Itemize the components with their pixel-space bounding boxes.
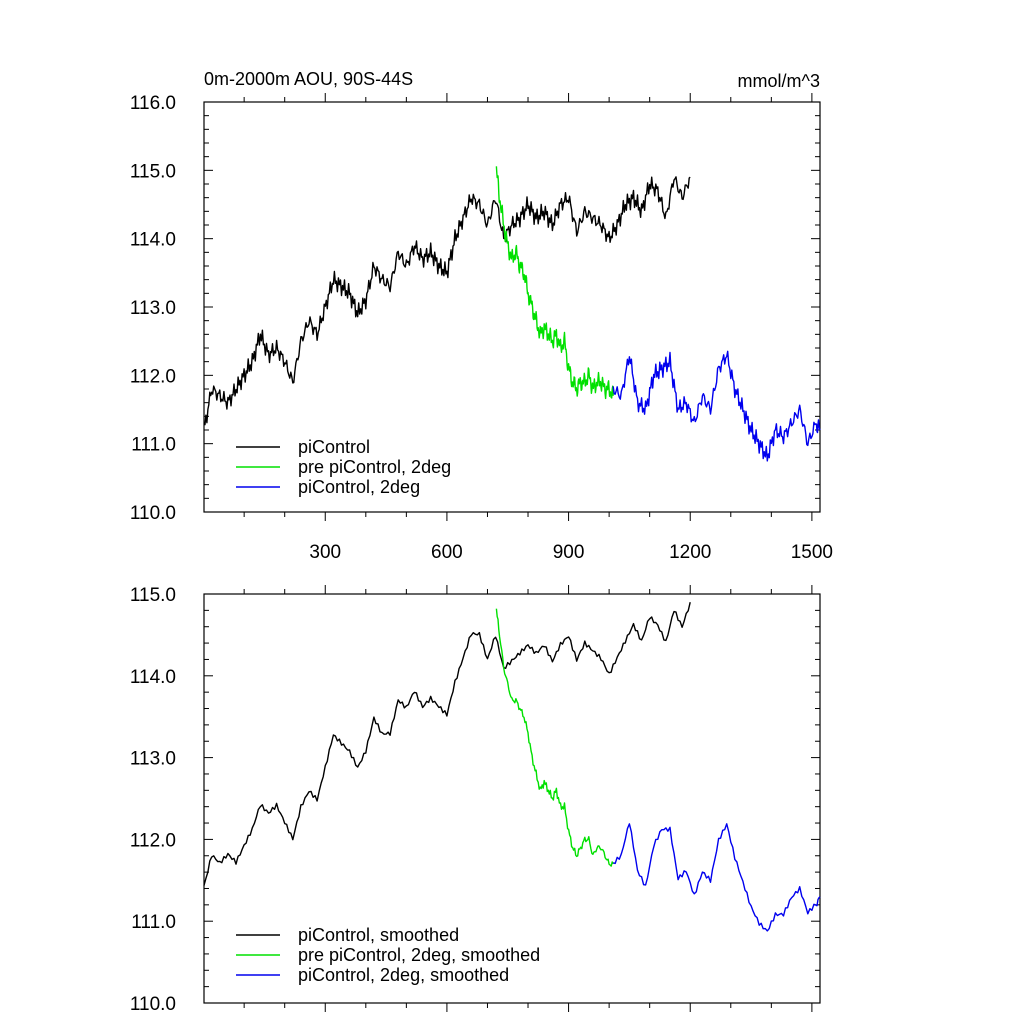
units-label: mmol/m^3	[738, 71, 820, 91]
legend-label: piControl, 2deg	[298, 477, 420, 497]
legend-label: pre piControl, 2deg, smoothed	[298, 945, 540, 965]
series-line	[203, 176, 691, 426]
y-tick-label: 113.0	[130, 298, 176, 319]
y-tick-label: 112.0	[130, 366, 176, 387]
series-line	[612, 823, 821, 932]
series-line	[495, 608, 614, 867]
y-tick-label: 115.0	[130, 585, 176, 606]
x-tick-label: 1200	[669, 542, 711, 563]
y-tick-label: 110.0	[130, 503, 176, 524]
top-panel: 110.0 111.0 112.0 113.0 114.0 115.0 116.0 300 60…	[130, 93, 833, 563]
x-tick-label: 300	[309, 542, 341, 563]
plot-frame	[203, 101, 821, 513]
series-line	[495, 166, 614, 400]
legend-label: piControl, 2deg, smoothed	[298, 965, 509, 985]
x-tick-label: 600	[431, 542, 463, 563]
x-tick-label: 1500	[791, 542, 833, 563]
y-tick-label: 110.0	[130, 994, 176, 1015]
legend-label: piControl, smoothed	[298, 925, 459, 945]
chart-title: 0m-2000m AOU, 90S-44S	[204, 69, 413, 89]
y-tick-label: 116.0	[130, 93, 176, 114]
series-line	[612, 350, 821, 462]
legend-label: piControl	[298, 437, 370, 457]
y-tick-label: 115.0	[130, 161, 176, 182]
y-tick-label: 111.0	[131, 435, 176, 456]
legend-label: pre piControl, 2deg	[298, 457, 451, 477]
bottom-panel: 110.0 111.0 112.0 113.0 114.0 115.0 piControl,…	[130, 585, 821, 1015]
series-line	[203, 602, 691, 886]
y-tick-label: 111.0	[131, 912, 176, 933]
y-tick-label: 114.0	[130, 667, 176, 688]
y-tick-label: 113.0	[130, 749, 176, 770]
plot-frame	[203, 593, 821, 1004]
y-tick-label: 114.0	[130, 230, 176, 251]
y-tick-label: 112.0	[130, 830, 176, 851]
x-tick-label: 900	[553, 542, 585, 563]
